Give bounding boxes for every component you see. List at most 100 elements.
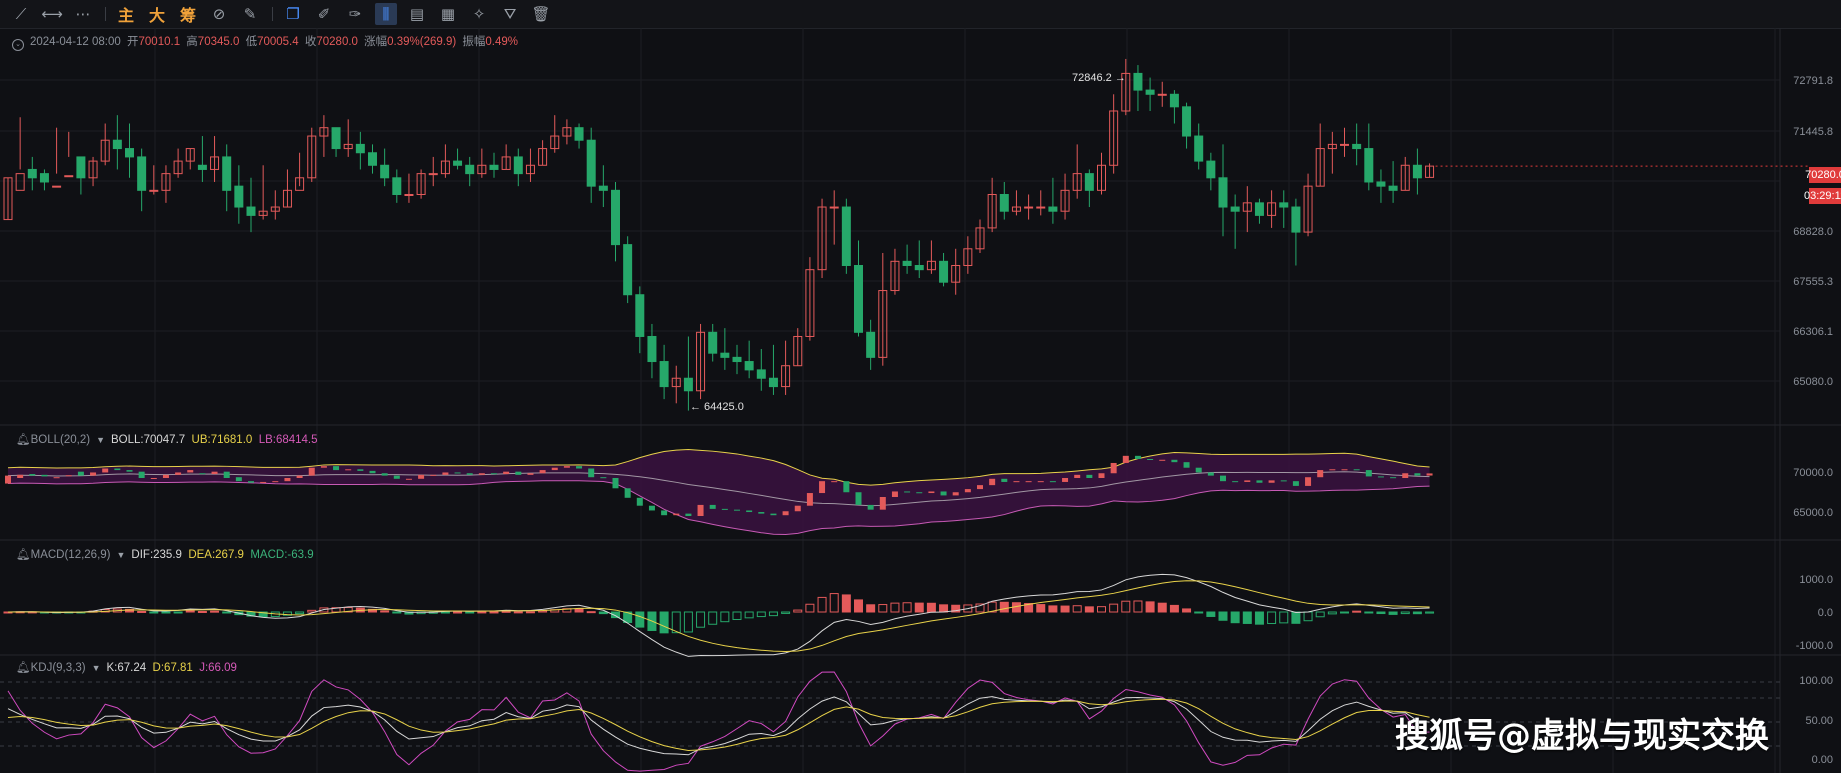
candle-body bbox=[1145, 89, 1155, 95]
bell-icon[interactable]: 🔔︎ bbox=[16, 434, 31, 446]
horizontal-ray-tool-icon[interactable]: ⟷ bbox=[41, 6, 63, 23]
boll-mini-candle bbox=[697, 504, 704, 516]
trash-icon[interactable]: 🗑 bbox=[531, 6, 551, 23]
magic-icon[interactable]: ✧ bbox=[472, 6, 486, 23]
kdj-k: K:67.24 bbox=[106, 662, 147, 674]
boll-name: BOLL(20,2) bbox=[30, 434, 91, 446]
macd-histogram-bar bbox=[890, 602, 900, 613]
chart-canvas[interactable] bbox=[0, 28, 1841, 773]
kdj-axis-label: 0.00 bbox=[1811, 754, 1833, 766]
ohlc-collapse-icon[interactable]: ⌄ bbox=[12, 39, 24, 51]
boll-mini-candle bbox=[612, 478, 619, 489]
candle-body bbox=[295, 177, 305, 191]
boll-mini-candle bbox=[1365, 470, 1372, 477]
macd-histogram-bar bbox=[489, 611, 499, 614]
kdj-axis-label: 50.00 bbox=[1805, 715, 1833, 727]
boll-mini-candle bbox=[1377, 476, 1384, 478]
bell-icon[interactable]: 🔔︎ bbox=[16, 549, 31, 561]
macd-histogram-bar bbox=[1340, 611, 1349, 614]
chips-button[interactable]: 筹 bbox=[179, 8, 196, 25]
boll-mini-candle bbox=[806, 493, 813, 506]
chevron-down-icon[interactable]: ▼ bbox=[91, 663, 101, 673]
macd-histogram-bar bbox=[1364, 611, 1374, 614]
candle-body bbox=[1340, 143, 1349, 146]
boll-mini-candle bbox=[648, 505, 655, 511]
candle-body bbox=[1194, 135, 1204, 162]
brush-icon[interactable]: ✑ bbox=[348, 6, 362, 23]
macd-histogram-bar bbox=[331, 607, 341, 613]
macd-histogram-bar bbox=[1097, 606, 1106, 613]
change-label: 涨幅 bbox=[364, 36, 388, 48]
candle-body bbox=[343, 143, 353, 150]
boll-mini-candle bbox=[831, 481, 838, 483]
boll-mini-candle bbox=[491, 473, 497, 475]
boll-mini-candle bbox=[41, 474, 48, 477]
boll-mid: BOLL:70047.7 bbox=[110, 434, 186, 446]
draw-pen-icon[interactable]: ✎ bbox=[243, 6, 257, 23]
candle-body bbox=[1206, 160, 1216, 179]
boll-mini-candle bbox=[661, 510, 668, 516]
candle-body bbox=[805, 269, 815, 337]
macd-histogram-bar bbox=[125, 608, 134, 613]
macd-dea-line bbox=[7, 580, 1430, 652]
macd-histogram-bar bbox=[1157, 602, 1167, 613]
candle-body bbox=[380, 164, 390, 179]
candle-body bbox=[1011, 206, 1021, 212]
kdj-header[interactable]: 🔔︎KDJ(9,3,3) ▼ K:67.24 D:67.81 J:66.09 bbox=[16, 660, 237, 674]
boll-mini-candle bbox=[102, 468, 109, 473]
candle-body bbox=[1388, 185, 1398, 191]
filter-icon[interactable]: ⛛ bbox=[503, 5, 517, 23]
note-icon[interactable]: ▦ bbox=[440, 6, 456, 23]
macd-histogram-bar bbox=[1230, 611, 1240, 624]
trendline-tool-icon[interactable]: ⟋ bbox=[15, 5, 27, 23]
candle-style-icon[interactable]: ⫼ bbox=[375, 3, 397, 25]
candle-body bbox=[817, 206, 827, 271]
boll-mini-candle bbox=[77, 471, 84, 476]
boll-mini-candle bbox=[211, 471, 218, 475]
candle-body bbox=[1291, 206, 1301, 233]
chevron-down-icon[interactable]: ▼ bbox=[116, 550, 126, 560]
candle-body bbox=[635, 294, 645, 337]
boll-header[interactable]: 🔔︎BOLL(20,2) ▼ BOLL:70047.7 UB:71681.0 LB:… bbox=[16, 432, 318, 446]
chevron-down-icon[interactable]: ▼ bbox=[96, 435, 105, 445]
boll-mini-candle bbox=[1207, 472, 1214, 476]
copy-icon[interactable]: ❐ bbox=[286, 6, 300, 23]
bell-icon[interactable]: 🔔︎ bbox=[16, 662, 31, 674]
candle-body bbox=[1084, 173, 1094, 191]
candle-body bbox=[1036, 206, 1046, 209]
macd-header[interactable]: 🔔︎MACD(12,26,9) ▼ DIF:235.9 DEA:267.9 MACD… bbox=[16, 547, 314, 561]
macd-histogram-bar bbox=[465, 611, 475, 614]
candle-body bbox=[112, 139, 122, 150]
candle-body bbox=[173, 160, 183, 175]
price-axis-label: 66306.1 bbox=[1793, 326, 1833, 338]
boll-mini-candle bbox=[1098, 473, 1105, 478]
candle-body bbox=[829, 206, 839, 209]
close-value: 70280.0 bbox=[316, 36, 358, 48]
high-value: 70345.0 bbox=[197, 36, 240, 48]
macd-histogram-bar bbox=[1425, 611, 1435, 614]
clipboard-icon[interactable]: ▤ bbox=[409, 6, 425, 23]
macd-histogram-bar bbox=[1048, 605, 1058, 613]
candle-body bbox=[1254, 202, 1264, 216]
boll-mini-candle bbox=[235, 477, 242, 482]
macd-histogram-bar bbox=[1327, 611, 1337, 615]
current-price-tag: 70280.0 bbox=[1805, 167, 1841, 183]
main-indicator-button[interactable]: 主 bbox=[117, 8, 134, 25]
big-order-button[interactable]: 大 bbox=[148, 8, 165, 25]
boll-mini-candle bbox=[977, 485, 983, 490]
candle-body bbox=[1279, 202, 1289, 208]
boll-mini-candle bbox=[1134, 455, 1141, 459]
amplitude-label: 振幅 bbox=[462, 36, 486, 48]
indicator-icon[interactable]: ⊘ bbox=[212, 6, 226, 23]
macd-histogram-bar bbox=[902, 602, 912, 613]
price-axis-label: 65080.0 bbox=[1793, 376, 1833, 388]
ruler-icon[interactable]: ✐ bbox=[317, 6, 331, 23]
candle-body bbox=[149, 189, 159, 192]
candle-body bbox=[282, 189, 292, 208]
boll-mini-candle bbox=[989, 478, 996, 486]
boll-ub: UB:71681.0 bbox=[191, 434, 253, 446]
candle-body bbox=[550, 135, 560, 150]
boll-mini-candle bbox=[551, 467, 558, 471]
more-tools-icon[interactable]: ⋯ bbox=[75, 6, 91, 23]
boll-mini-candle bbox=[1147, 459, 1154, 460]
